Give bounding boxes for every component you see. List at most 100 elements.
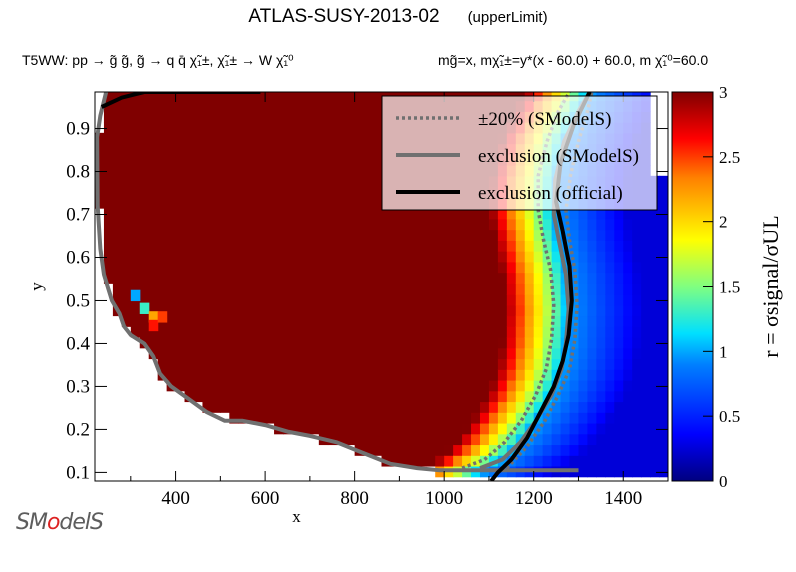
heatmap-cell (345, 347, 356, 360)
heatmap-cell (185, 79, 195, 90)
heatmap-cell (229, 283, 239, 295)
heatmap-cell (193, 111, 204, 123)
heatmap-cell (184, 122, 195, 134)
heatmap-cell (247, 401, 257, 413)
heatmap-cell (560, 433, 571, 446)
heatmap-cell (578, 272, 589, 284)
heatmap-cell (336, 208, 347, 220)
heatmap-cell (336, 132, 347, 145)
heatmap-cell (399, 315, 409, 327)
heatmap-cell (497, 401, 508, 413)
heatmap-cell (587, 315, 597, 327)
heatmap-cell (614, 444, 624, 456)
heatmap-cell (318, 154, 329, 166)
heatmap-cell (569, 422, 580, 435)
heatmap-cell (166, 315, 177, 327)
heatmap-cell (220, 240, 230, 252)
heatmap-cell (435, 315, 445, 327)
legend-entry: exclusion (SModelS) (478, 146, 639, 167)
x-tick-label: 1200 (515, 488, 553, 509)
heatmap-cell (569, 401, 580, 413)
heatmap-cell (542, 304, 553, 317)
title-main: ATLAS-SUSY-2013-02 (248, 6, 440, 27)
heatmap-cell (175, 165, 186, 177)
heatmap-cell (479, 283, 490, 295)
title-subtitle: (upperLimit) (467, 9, 548, 26)
heatmap-cell (488, 304, 499, 317)
heatmap-cell (175, 379, 186, 392)
heatmap-cell (363, 240, 374, 252)
heatmap-cell (515, 412, 526, 424)
heatmap-cell (291, 422, 302, 435)
heatmap-cell (113, 79, 123, 90)
heatmap-cell (265, 143, 275, 155)
heatmap-cell (247, 229, 257, 241)
heatmap-cell (121, 315, 132, 327)
heatmap-cell (148, 272, 159, 284)
heatmap-cell (659, 175, 668, 188)
heatmap-cell (327, 272, 338, 284)
heatmap-cell (569, 208, 580, 220)
heatmap-cell (283, 122, 293, 134)
heatmap-cell (318, 283, 329, 295)
heatmap-cell (139, 283, 150, 295)
y-tick-label: 0.1 (66, 462, 90, 483)
heatmap-cell (309, 143, 320, 155)
heatmap-cell (256, 379, 266, 392)
heatmap-cell (95, 154, 105, 166)
heatmap-cell (479, 412, 490, 424)
heatmap-cell (274, 240, 284, 252)
heatmap-cell (497, 218, 508, 231)
heatmap-cell (256, 347, 266, 360)
heatmap-cell (453, 433, 463, 446)
heatmap-cell (247, 251, 257, 263)
heatmap-cell (309, 261, 320, 274)
heatmap-cell (605, 337, 615, 349)
heatmap-cell (435, 379, 445, 392)
heatmap-cell (309, 186, 320, 198)
heatmap-cell (650, 401, 660, 413)
heatmap-cell (229, 165, 239, 177)
heatmap-cell (444, 455, 454, 467)
heatmap-cell (328, 79, 338, 90)
heatmap-cell (202, 283, 212, 295)
heatmap-cell (399, 379, 409, 392)
heatmap-cell (471, 79, 481, 90)
heatmap-cell (659, 422, 668, 435)
heatmap-cell (139, 261, 150, 274)
heatmap-cell (238, 165, 248, 177)
heatmap-cell (435, 390, 445, 403)
heatmap-cell (220, 283, 230, 295)
heatmap-cell (274, 390, 284, 403)
heatmap-cell (479, 444, 490, 456)
heatmap-cell (247, 315, 257, 327)
heatmap-cell (283, 111, 293, 123)
heatmap-cell (193, 272, 204, 284)
heatmap-cell (336, 401, 347, 413)
heatmap-cell (363, 272, 374, 284)
heatmap-cell (614, 208, 624, 220)
heatmap-cell (283, 92, 293, 102)
heatmap-cell (283, 379, 293, 392)
heatmap-cell (148, 261, 159, 274)
heatmap-cell (220, 369, 230, 381)
heatmap-cell (390, 283, 401, 295)
heatmap-cell (605, 465, 615, 478)
heatmap-cell (283, 100, 293, 112)
heatmap-cell (659, 208, 668, 220)
heatmap-cell (309, 390, 320, 403)
heatmap-cell (596, 218, 606, 231)
heatmap-cell (193, 197, 204, 209)
heatmap-cell (471, 379, 481, 392)
heatmap-cell (506, 315, 517, 327)
heatmap-cell (336, 390, 347, 403)
heatmap-cell (336, 229, 347, 241)
heatmap-cell (372, 261, 383, 274)
heatmap-cell (542, 422, 553, 435)
heatmap-cell (247, 412, 257, 424)
heatmap-cell (462, 79, 472, 90)
heatmap-cell (193, 261, 204, 274)
heatmap-cell (363, 100, 374, 112)
heatmap-cell (435, 401, 445, 413)
heatmap-cell (336, 422, 347, 435)
